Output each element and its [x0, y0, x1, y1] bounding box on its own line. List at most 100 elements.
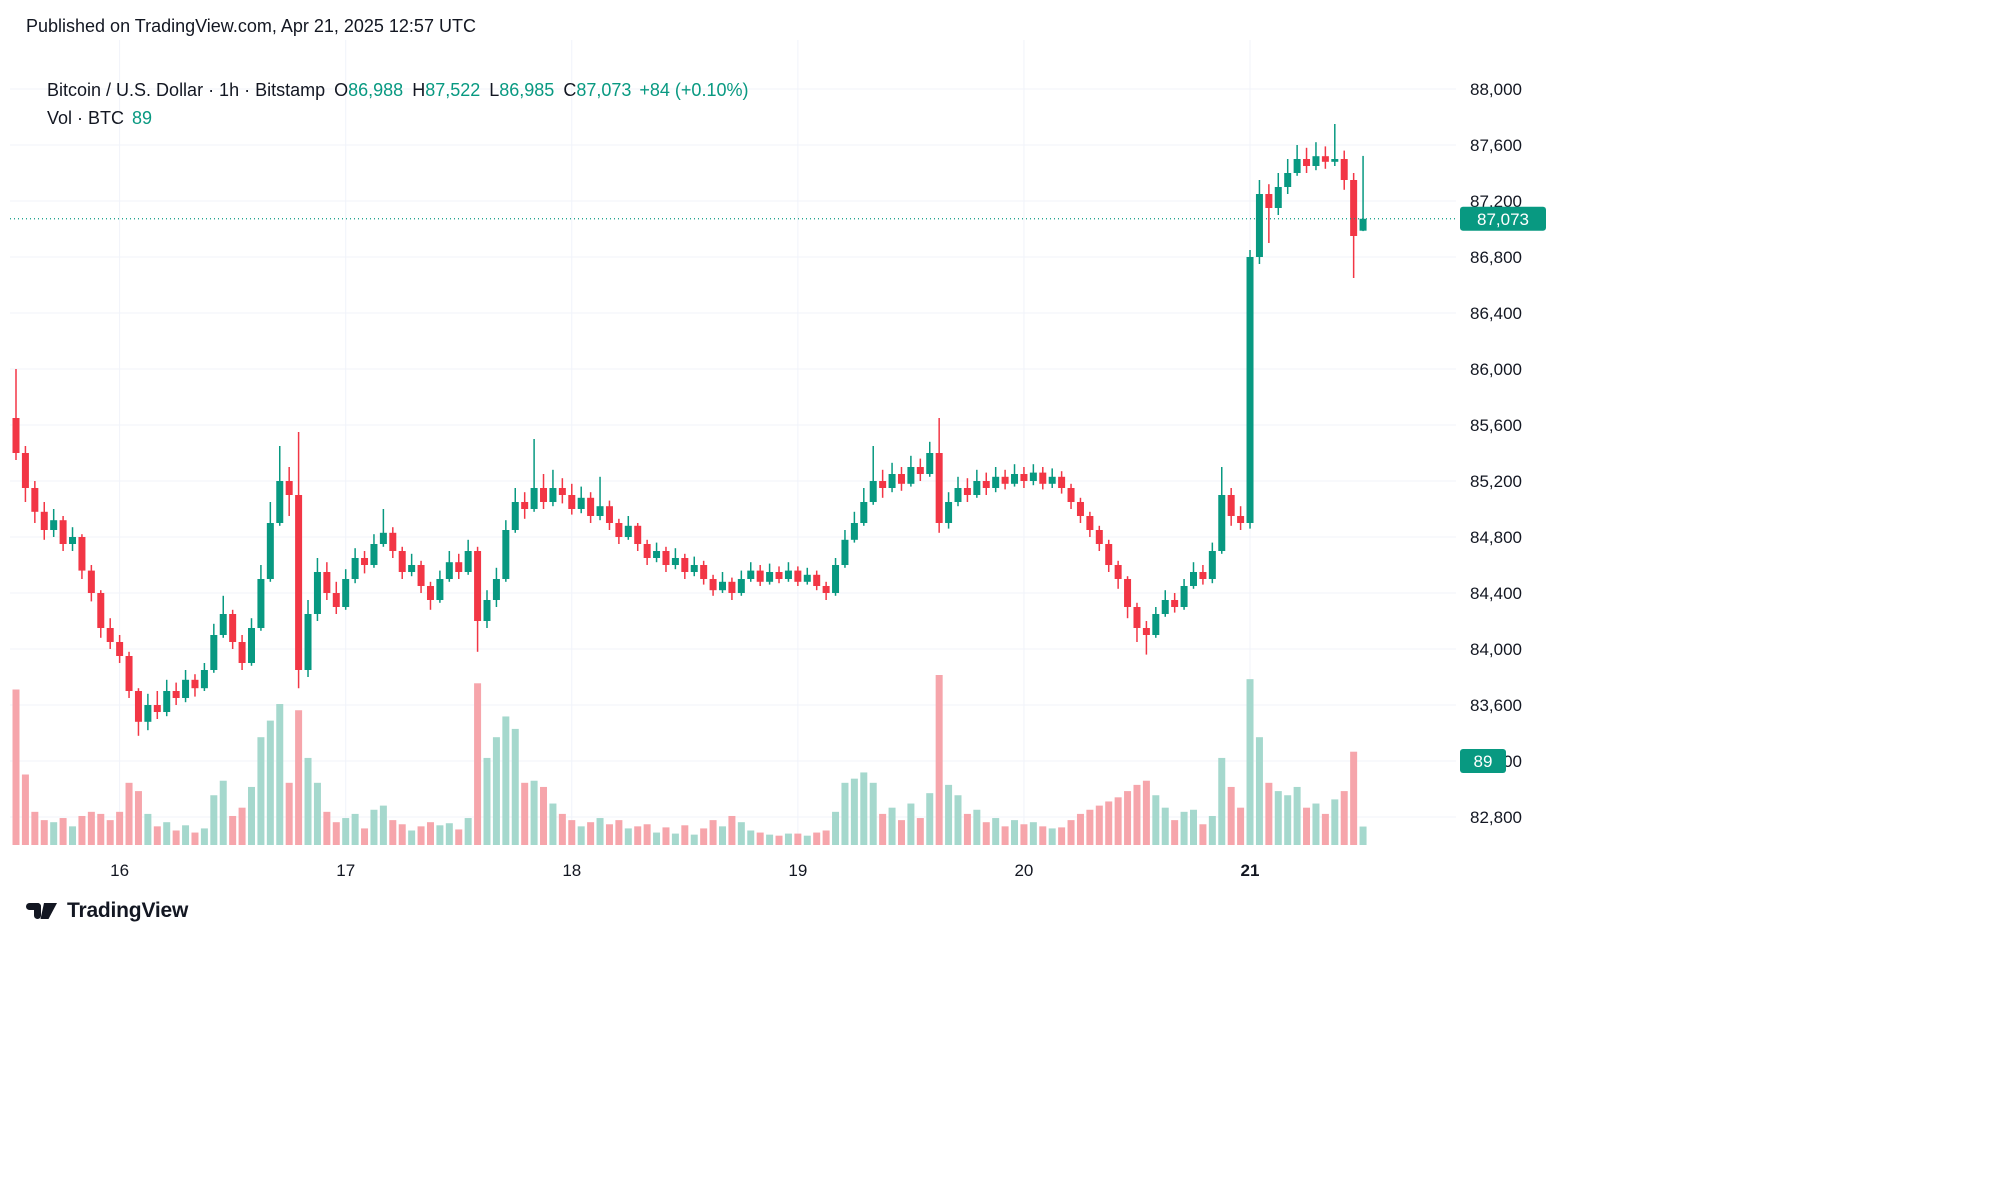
volume-value: 89	[132, 108, 153, 128]
volume-bar	[78, 815, 86, 845]
candle-body	[474, 551, 482, 621]
candle-body	[756, 570, 764, 582]
volume-bar	[841, 782, 849, 845]
volume-bar	[398, 824, 406, 845]
volume-bar	[1076, 813, 1084, 845]
volume-bar	[69, 826, 77, 845]
volume-bar	[945, 784, 953, 845]
volume-bar	[605, 824, 613, 845]
volume-bar	[1293, 786, 1301, 845]
candle-body	[361, 558, 369, 565]
candle-body	[436, 579, 444, 600]
candle-body	[1114, 565, 1122, 579]
y-axis-label: 87,600	[1470, 136, 1522, 155]
candle-body	[144, 705, 152, 722]
volume-bar	[483, 757, 491, 845]
symbol-legend: Bitcoin / U.S. Dollar · 1h · Bitstamp O86…	[37, 59, 748, 101]
candle-body	[568, 495, 576, 509]
volume-bar	[803, 835, 811, 845]
volume-bar	[12, 689, 20, 845]
candle-body	[417, 565, 425, 586]
candle-body	[313, 572, 321, 614]
candle-body	[596, 506, 604, 516]
candle-body	[31, 488, 39, 512]
volume-bar	[182, 825, 190, 845]
candle-body	[1359, 218, 1367, 231]
volume-bar	[747, 830, 755, 845]
candle-body	[257, 579, 265, 628]
candle-body	[511, 502, 519, 530]
volume-bar	[888, 807, 896, 845]
volume-bar	[907, 803, 915, 845]
volume-bar	[577, 826, 585, 845]
candles-layer	[12, 124, 1367, 736]
volume-bar	[596, 818, 604, 845]
volume-bar	[1180, 811, 1188, 845]
volume-bar	[897, 820, 905, 845]
tradingview-brand-link[interactable]: TradingView	[26, 898, 188, 924]
candle-body	[50, 520, 58, 530]
volume-bar	[436, 825, 444, 845]
low-label: L	[489, 80, 500, 100]
volume-bar	[1237, 807, 1245, 845]
candle-body	[106, 628, 114, 642]
candle-body	[1001, 476, 1009, 484]
candle-body	[285, 481, 293, 495]
volume-bar	[869, 782, 877, 845]
candle-body	[926, 453, 934, 474]
volume-bar	[116, 811, 124, 845]
volume-bar	[737, 822, 745, 845]
volume-bar	[219, 780, 227, 845]
volume-bar	[295, 710, 303, 845]
candle-body	[1039, 472, 1047, 484]
volume-bar	[106, 820, 114, 845]
candle-body	[1255, 194, 1263, 257]
candle-body	[379, 532, 387, 544]
volume-bar	[954, 795, 962, 845]
volume-bar	[1274, 791, 1282, 845]
volume-bar	[1058, 827, 1066, 845]
candle-body	[634, 525, 642, 544]
volume-bar	[671, 833, 679, 845]
volume-bar	[926, 793, 934, 845]
volume-bar	[558, 813, 566, 845]
volume-bar	[1265, 782, 1273, 845]
candle-body	[879, 481, 887, 488]
candle-body	[860, 502, 868, 523]
candle-body	[1048, 476, 1056, 484]
tradingview-wordmark: TradingView	[67, 899, 189, 922]
volume-bar	[502, 716, 510, 845]
candle-body	[954, 488, 962, 502]
candle-body	[40, 511, 48, 530]
volume-bar	[1086, 809, 1094, 845]
volume-bar	[1067, 820, 1075, 845]
candle-body	[464, 551, 472, 572]
volume-bar	[709, 820, 717, 845]
candle-body	[1171, 600, 1179, 607]
volume-bar	[285, 782, 293, 845]
candle-body	[1303, 159, 1311, 166]
volume-bar	[59, 818, 67, 845]
candle-body	[992, 476, 1000, 488]
candle-body	[502, 530, 510, 579]
candle-body	[784, 570, 792, 579]
candle-body	[832, 565, 840, 593]
volume-bar	[1029, 822, 1037, 845]
open-value: 86,988	[348, 80, 404, 100]
y-axis-label: 84,800	[1470, 528, 1522, 547]
volume-bar	[351, 813, 359, 845]
candle-body	[172, 691, 180, 698]
volume-bar	[125, 782, 133, 845]
candle-body	[813, 574, 821, 586]
high-value: 87,522	[425, 80, 481, 100]
candle-body	[295, 495, 303, 670]
x-axis-label: 19	[788, 861, 807, 880]
volume-bar	[474, 683, 482, 845]
change-value: +84 (+0.10%)	[639, 80, 749, 100]
volume-bar	[643, 824, 651, 845]
candle-body	[1208, 551, 1216, 579]
volume-bar	[850, 778, 858, 845]
x-axis-label: 18	[562, 861, 581, 880]
candle-body	[69, 537, 77, 544]
volume-bar	[210, 795, 218, 845]
